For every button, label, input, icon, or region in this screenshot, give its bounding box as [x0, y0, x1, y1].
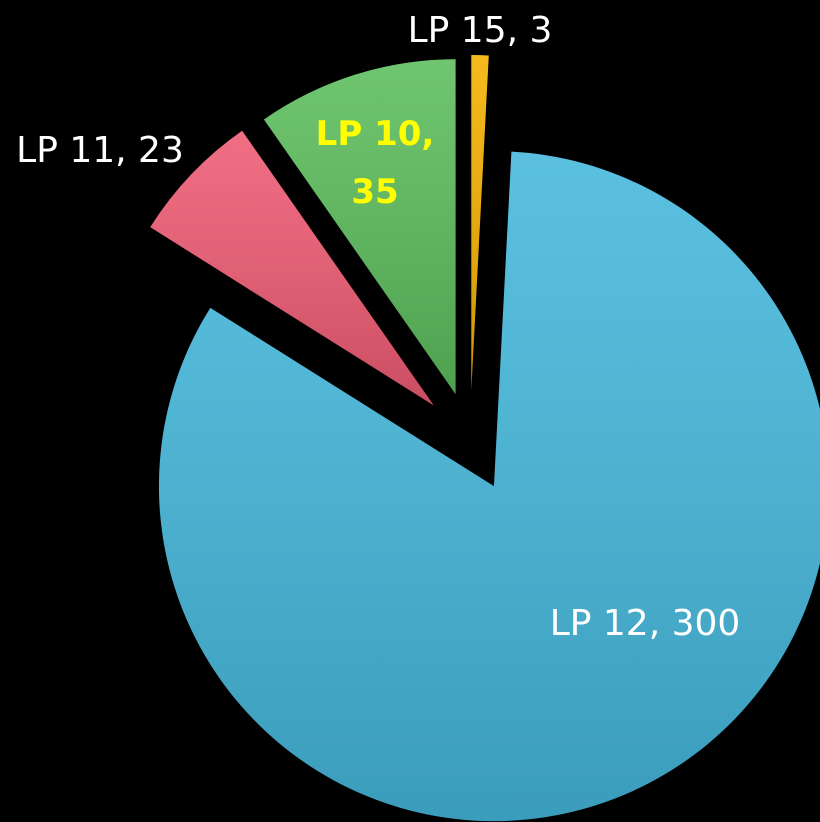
pie-slice [471, 55, 489, 391]
data-label: LP 10, 35 [315, 114, 435, 212]
data-label: LP 12, 300 [550, 603, 741, 644]
data-label: LP 15, 3 [408, 10, 553, 51]
data-label-box: LP 10, 35 [315, 114, 435, 212]
data-label: LP 11, 23 [16, 130, 184, 171]
